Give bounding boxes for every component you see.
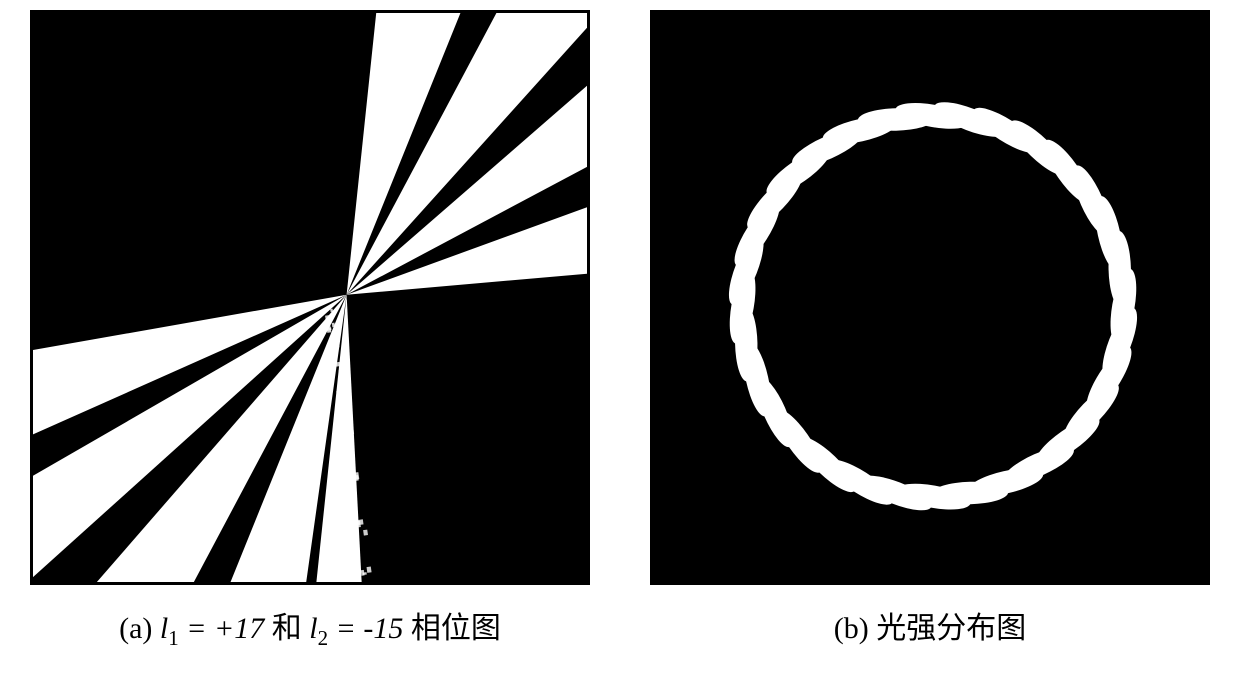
panel-b: (b) 光强分布图 [650,10,1210,647]
caption-b-text: 光强分布图 [876,612,1026,645]
caption-a-prefix: (a) [119,612,160,645]
intensity-figure [650,10,1210,585]
intensity-svg [653,13,1210,585]
l2-symbol: l [309,612,317,645]
caption-b: (b) 光强分布图 [834,603,1026,647]
phase-map-svg [33,13,590,585]
l2-val: -15 [363,612,403,645]
eq2: = [336,612,364,645]
caption-a: (a) l1 = +17 和 l2 = -15 相位图 [119,603,501,651]
l1-val: +17 [214,612,264,645]
phase-map-figure [30,10,590,585]
l1-sub: 1 [168,626,179,650]
caption-a-suffix: 相位图 [411,612,501,645]
caption-b-prefix: (b) [834,612,876,645]
panel-a: (a) l1 = +17 和 l2 = -15 相位图 [30,10,590,651]
l2-sub: 2 [318,626,329,650]
eq1: = [186,612,214,645]
l1-symbol: l [160,612,168,645]
caption-a-math: l1 = +17 和 l2 = -15 [160,612,411,645]
and-text: 和 [272,612,302,645]
